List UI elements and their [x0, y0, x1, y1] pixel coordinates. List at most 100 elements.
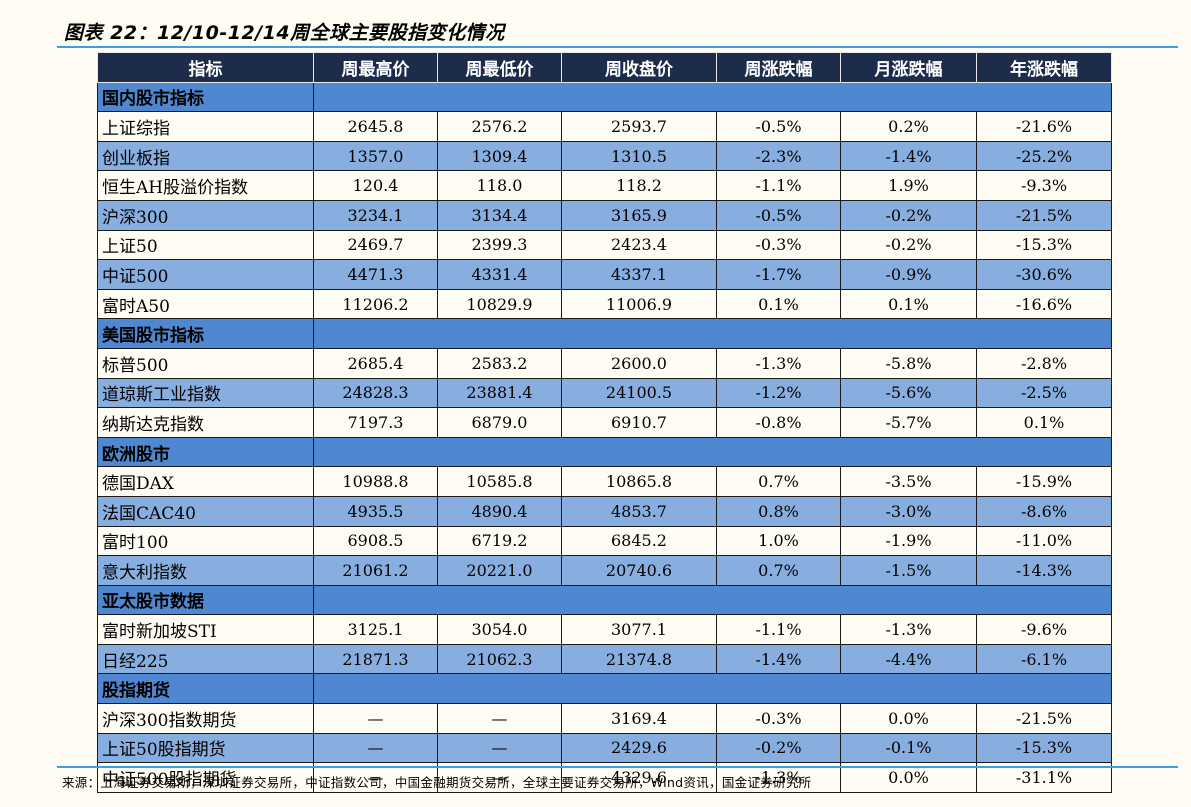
value-cell: -0.5% — [716, 199, 841, 231]
value-cell: -5.8% — [840, 347, 977, 379]
value-cell: -14.3% — [976, 555, 1112, 586]
value-cell: 4890.4 — [437, 495, 562, 527]
section-filler — [313, 436, 1112, 468]
value-cell: 0.1% — [840, 288, 977, 320]
value-cell: -1.3% — [840, 614, 977, 645]
index-table: 指标 周最高价 周最低价 周收盘价 周涨跌幅 月涨跌幅 年涨跌幅 国内股市指标上… — [97, 52, 1112, 793]
value-cell: 2583.2 — [437, 347, 562, 379]
value-cell: 6845.2 — [561, 525, 717, 557]
table-row: 沪深300 3234.1 3134.4 3165.9 -0.5% -0.2% -21.5% — [97, 199, 1112, 231]
value-cell: 3125.1 — [313, 614, 438, 645]
value-cell: 6879.0 — [437, 407, 562, 438]
value-cell: 3134.4 — [437, 199, 562, 231]
value-cell: 1.0% — [716, 525, 841, 557]
index-name-cell: 标普500 — [97, 347, 314, 379]
value-cell: 6908.5 — [313, 525, 438, 557]
value-cell: 2600.0 — [561, 347, 717, 379]
value-cell: 1357.0 — [313, 140, 438, 172]
table-row: 日经225 21871.3 21062.3 21374.8 -1.4% -4.4% -6.1… — [97, 643, 1112, 675]
value-cell: -0.2% — [716, 732, 841, 764]
index-name-cell: 中证500 — [97, 259, 314, 290]
table-header-row: 指标 周最高价 周最低价 周收盘价 周涨跌幅 月涨跌幅 年涨跌幅 — [97, 52, 1112, 83]
index-name-cell: 恒生AH股溢价指数 — [97, 170, 314, 201]
table-row: 创业板指 1357.0 1309.4 1310.5 -2.3% -1.4% -25.2% — [97, 140, 1112, 172]
table-row: 上证综指 2645.8 2576.2 2593.7 -0.5% 0.2% -21.6% — [97, 111, 1112, 142]
value-cell: 6910.7 — [561, 407, 717, 438]
value-cell: 20221.0 — [437, 555, 562, 586]
value-cell: 118.0 — [437, 170, 562, 201]
index-name-cell: 德国DAX — [97, 466, 314, 497]
value-cell: 2645.8 — [313, 111, 438, 142]
value-cell: 6719.2 — [437, 525, 562, 557]
value-cell: 118.2 — [561, 170, 717, 201]
value-cell: -11.0% — [976, 525, 1112, 557]
column-header: 周收盘价 — [561, 52, 717, 83]
table-row: 德国DAX 10988.8 10585.8 10865.8 0.7% -3.5% -15.9… — [97, 466, 1112, 497]
value-cell: 11006.9 — [561, 288, 717, 320]
table-row: 富时新加坡STI 3125.1 3054.0 3077.1 -1.1% -1.3% -9.6… — [97, 614, 1112, 645]
value-cell: -6.1% — [976, 643, 1112, 675]
section-header-row: 亚太股市数据 — [97, 584, 1112, 616]
index-name-cell: 纳斯达克指数 — [97, 407, 314, 438]
value-cell: -4.4% — [840, 643, 977, 675]
value-cell: -1.2% — [716, 377, 841, 409]
value-cell: -1.9% — [840, 525, 977, 557]
index-name-cell: 创业板指 — [97, 140, 314, 172]
index-name-cell: 法国CAC40 — [97, 495, 314, 527]
value-cell: -1.4% — [716, 643, 841, 675]
value-cell: -0.1% — [840, 732, 977, 764]
value-cell: -0.5% — [716, 111, 841, 142]
section-header-row: 国内股市指标 — [97, 81, 1112, 113]
value-cell: 0.1% — [976, 407, 1112, 438]
value-cell: 0.1% — [716, 288, 841, 320]
value-cell: -15.3% — [976, 732, 1112, 764]
value-cell: -9.6% — [976, 614, 1112, 645]
value-cell: 1.9% — [840, 170, 977, 201]
value-cell: 24100.5 — [561, 377, 717, 409]
value-cell: 1310.5 — [561, 140, 717, 172]
value-cell: -9.3% — [976, 170, 1112, 201]
table-row: 富时A50 11206.2 10829.9 11006.9 0.1% 0.1% -16.6% — [97, 288, 1112, 320]
value-cell: 11206.2 — [313, 288, 438, 320]
section-filler — [313, 584, 1112, 616]
value-cell: -25.2% — [976, 140, 1112, 172]
value-cell: -21.5% — [976, 199, 1112, 231]
source-note: 来源：上海证券交易所，深圳证券交易所，中证指数公司，中国金融期货交易所，全球主要… — [62, 775, 812, 790]
value-cell: 10829.9 — [437, 288, 562, 320]
value-cell: -8.6% — [976, 495, 1112, 527]
section-header-row: 欧洲股市 — [97, 436, 1112, 468]
value-cell: 2469.7 — [313, 229, 438, 261]
top-rule — [57, 46, 1178, 48]
value-cell: -15.9% — [976, 466, 1112, 497]
value-cell: 0.0% — [840, 703, 977, 734]
value-cell: -5.6% — [840, 377, 977, 409]
value-cell: 3054.0 — [437, 614, 562, 645]
value-cell: 2576.2 — [437, 111, 562, 142]
value-cell: -0.8% — [716, 407, 841, 438]
value-cell: -1.5% — [840, 555, 977, 586]
value-cell: -2.5% — [976, 377, 1112, 409]
index-name-cell: 上证50股指期货 — [97, 732, 314, 764]
value-cell: -0.2% — [840, 199, 977, 231]
table-row: 中证500 4471.3 4331.4 4337.1 -1.7% -0.9% -30.6% — [97, 259, 1112, 290]
section-title: 亚太股市数据 — [97, 584, 314, 616]
column-header: 指标 — [97, 52, 314, 83]
value-cell: 4935.5 — [313, 495, 438, 527]
figure-title: 图表 22：12/10-12/14周全球主要股指变化情况 — [64, 22, 505, 44]
value-cell: 24828.3 — [313, 377, 438, 409]
table-row: 上证50 2469.7 2399.3 2423.4 -0.3% -0.2% -15.3% — [97, 229, 1112, 261]
section-header-row: 股指期货 — [97, 673, 1112, 705]
value-cell: 21062.3 — [437, 643, 562, 675]
value-cell: -15.3% — [976, 229, 1112, 261]
table-row: 恒生AH股溢价指数 120.4 118.0 118.2 -1.1% 1.9% -9.3% — [97, 170, 1112, 201]
index-name-cell: 富时A50 — [97, 288, 314, 320]
table-row: 道琼斯工业指数 24828.3 23881.4 24100.5 -1.2% -5.6% -2… — [97, 377, 1112, 409]
value-cell: -3.0% — [840, 495, 977, 527]
index-name-cell: 道琼斯工业指数 — [97, 377, 314, 409]
value-cell: -2.8% — [976, 347, 1112, 379]
column-header: 周最高价 — [313, 52, 438, 83]
table-row: 沪深300指数期货 — —3169.4 -0.3% 0.0% -21.5% — [97, 703, 1112, 734]
value-cell: 4471.3 — [313, 259, 438, 290]
value-cell: 2593.7 — [561, 111, 717, 142]
value-cell: -21.5% — [976, 703, 1112, 734]
